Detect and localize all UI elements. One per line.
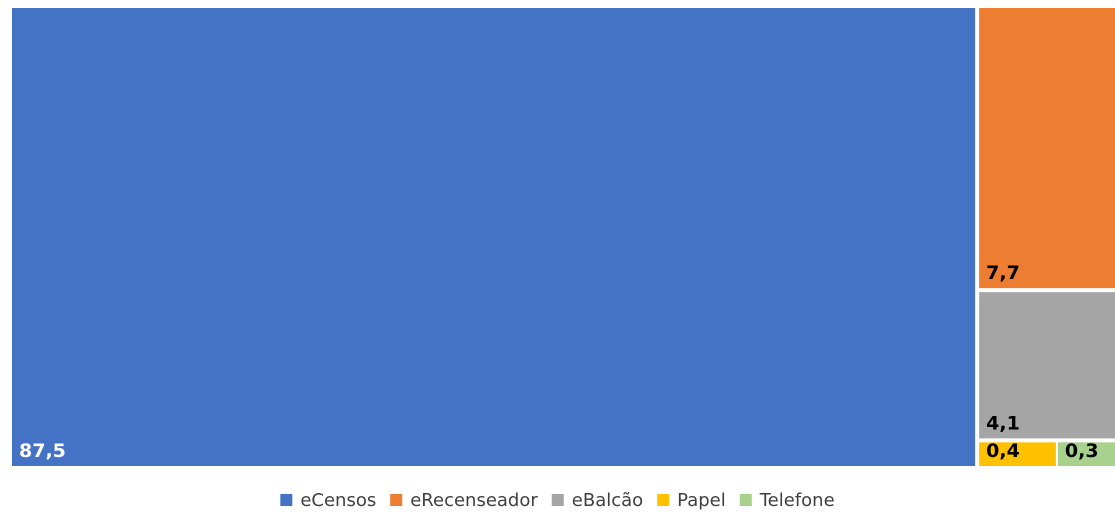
legend-label-ecensos: eCensos [300,490,376,511]
tile-telefone [1057,442,1115,466]
legend-swatch-telefone [739,494,752,506]
legend-label-erecenseador: eRecenseador [410,490,538,511]
tile-papel [979,442,1056,466]
tile-label-papel: 0,4 [986,440,1020,462]
legend-label-ebalcao: eBalcão [572,490,643,511]
tile-erecenseador [979,8,1115,289]
tile-label-ebalcao: 4,1 [986,412,1020,434]
legend-swatch-papel [657,494,670,506]
legend-swatch-ecensos [280,494,293,506]
tile-ecensos [12,8,976,466]
tile-label-erecenseador: 7,7 [986,262,1020,284]
tile-ebalcao [979,292,1115,439]
legend-label-telefone: Telefone [759,490,835,511]
legend-swatch-erecenseador [390,494,403,506]
treemap-tiles: 87,5 7,7 4,1 0,4 0,3 [12,8,1115,466]
legend-label-papel: Papel [677,490,726,511]
legend-swatch-ebalcao [551,494,564,506]
tile-label-telefone: 0,3 [1065,440,1099,462]
chart-legend: eCensos eRecenseador eBalcão Papel Telefone [280,490,835,511]
tile-label-ecensos: 87,5 [19,440,66,462]
